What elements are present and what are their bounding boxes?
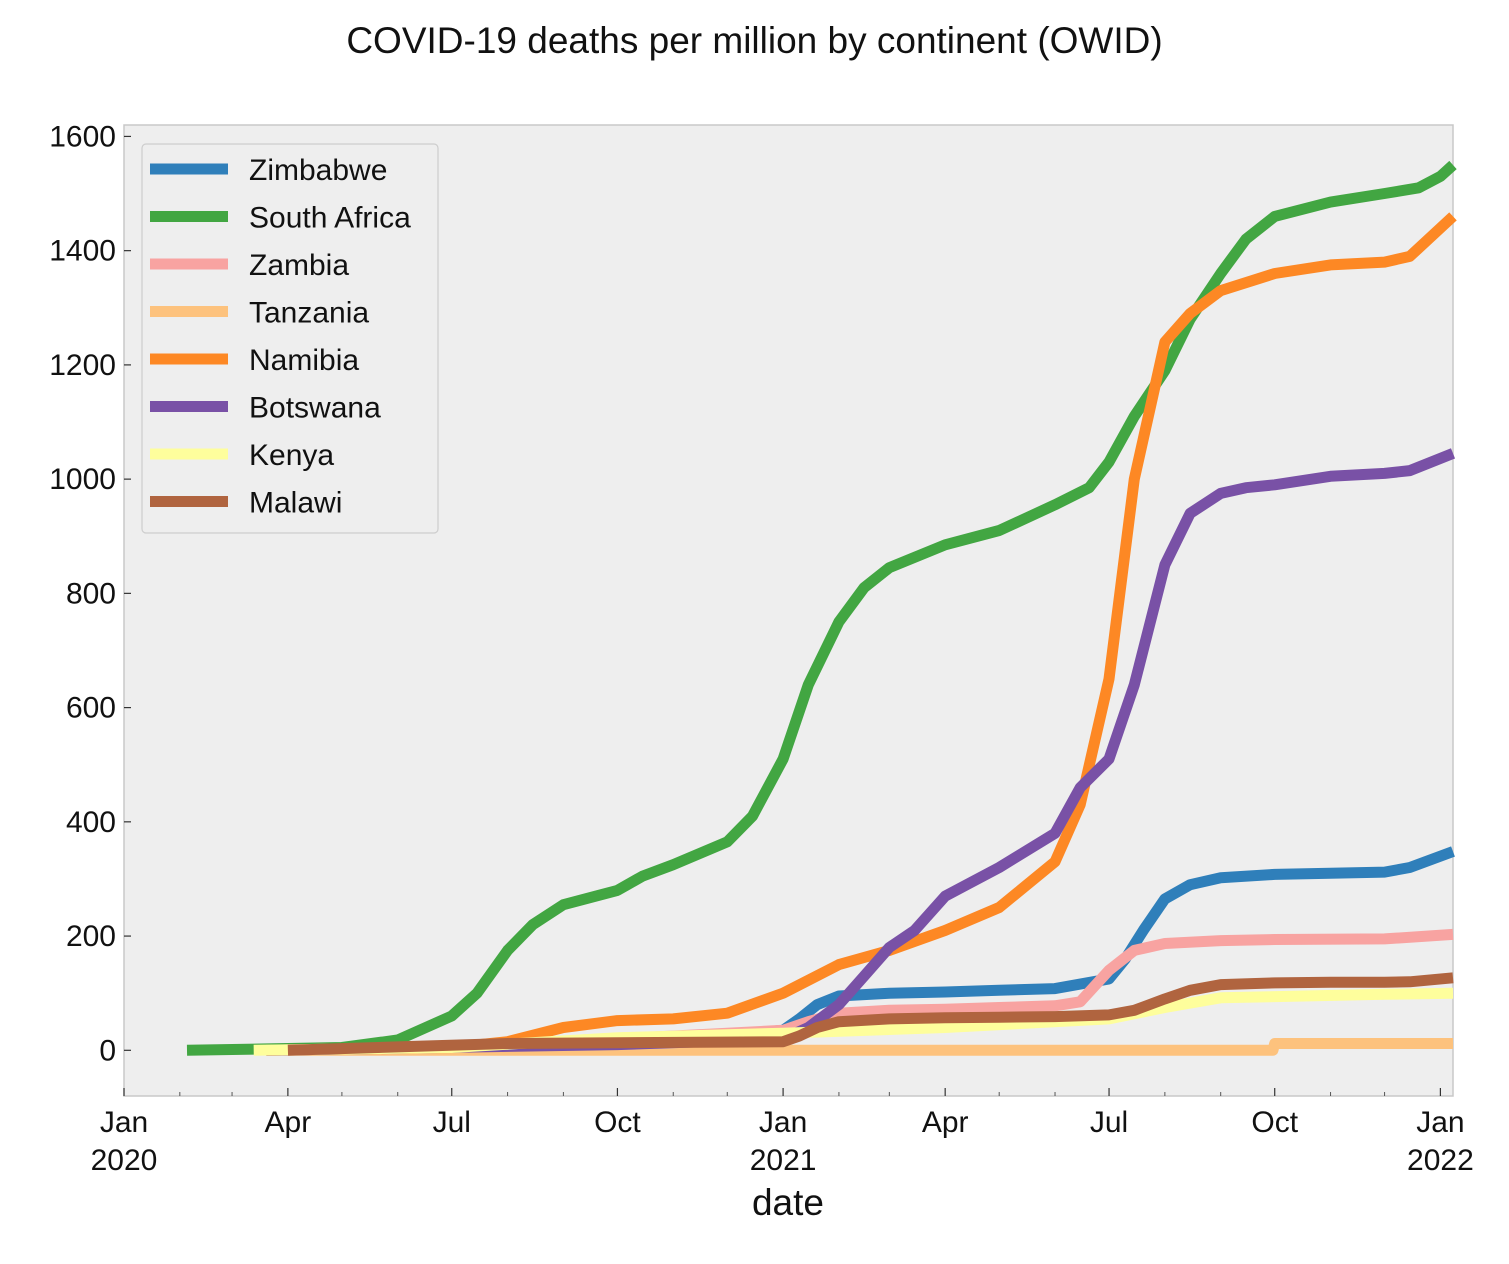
legend-label: Namibia — [249, 344, 359, 377]
y-tick-label: 0 — [99, 1034, 116, 1067]
x-tick-label: Jul — [433, 1106, 471, 1139]
x-tick-label: Jan — [759, 1106, 807, 1139]
y-tick-label: 600 — [66, 692, 116, 725]
legend-label: Tanzania — [249, 297, 369, 330]
x-axis: Jan 2020 Apr Jul Oct Jan 2021 Apr Jul Oct Jan 2022 — [91, 1088, 1474, 1177]
y-tick-label: 1600 — [49, 120, 116, 153]
y-axis: 0 200 400 600 800 1000 1200 1400 1600 — [49, 120, 131, 1067]
legend-label: South Africa — [249, 202, 411, 235]
legend-label: Botswana — [249, 392, 381, 425]
y-tick-label: 1000 — [49, 463, 116, 496]
x-tick-year-label: 2020 — [91, 1144, 158, 1177]
series-line-malawi — [287, 972, 1454, 1056]
x-tick-label: Apr — [922, 1106, 969, 1139]
x-tick-label: Apr — [265, 1106, 312, 1139]
x-tick-year-label: 2022 — [1407, 1144, 1474, 1177]
legend-label: Kenya — [249, 439, 334, 472]
y-tick-label: 1400 — [49, 235, 116, 268]
series-line-namibia — [266, 212, 1457, 1056]
x-tick-year-label: 2021 — [750, 1144, 817, 1177]
series-layer — [186, 160, 1457, 1056]
series-line-south-africa — [186, 160, 1457, 1056]
series-line-botswana — [266, 448, 1456, 1056]
y-tick-label: 1200 — [49, 349, 116, 382]
series-line-tanzania — [266, 1038, 1453, 1056]
x-tick-label: Jul — [1090, 1106, 1128, 1139]
legend-box — [141, 143, 439, 534]
y-tick-label: 800 — [66, 577, 116, 610]
y-tick-label: 400 — [66, 806, 116, 839]
x-tick-label: Jan — [100, 1106, 148, 1139]
chart-title: COVID-19 deaths per million by continent… — [346, 20, 1163, 61]
x-axis-label: date — [752, 1182, 824, 1223]
legend-label: Zambia — [249, 249, 349, 282]
x-tick-label: Oct — [594, 1106, 641, 1139]
legend-label: Malawi — [249, 487, 342, 520]
legend: Zimbabwe South Africa Zambia Tanzania Namibi… — [141, 143, 439, 534]
x-tick-label: Jan — [1416, 1106, 1464, 1139]
y-tick-label: 200 — [66, 920, 116, 953]
x-tick-label: Oct — [1251, 1106, 1298, 1139]
legend-label: Zimbabwe — [249, 154, 387, 187]
